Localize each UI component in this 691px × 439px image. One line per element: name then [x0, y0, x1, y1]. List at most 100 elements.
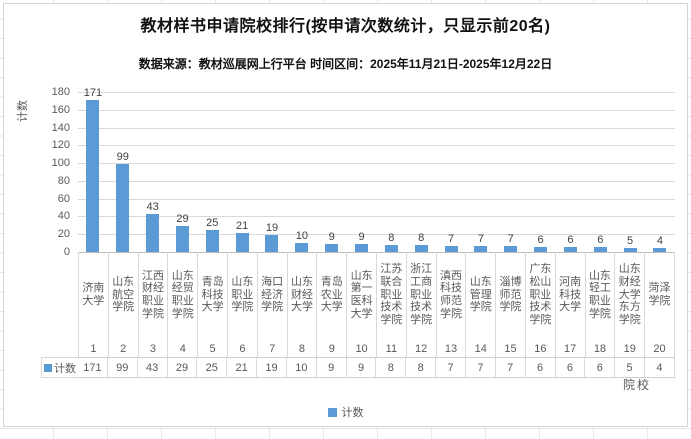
gridline — [78, 109, 675, 111]
category-name-cell: 菏泽学院 — [645, 252, 675, 338]
bar-column: 10 — [287, 92, 317, 252]
bar[interactable] — [384, 244, 398, 252]
bar[interactable] — [414, 244, 428, 252]
bar-value-label: 6 — [597, 233, 604, 246]
bar-column: 21 — [227, 92, 257, 252]
bar-column: 25 — [197, 92, 227, 252]
table-value-cell: 43 — [138, 358, 168, 377]
table-value-cell: 8 — [406, 358, 437, 377]
bar-value-label: 5 — [627, 234, 634, 247]
bar[interactable] — [653, 248, 667, 252]
table-value-cell: 7 — [466, 358, 496, 377]
bar[interactable] — [146, 213, 160, 252]
y-tick-label: 120 — [51, 139, 70, 152]
category-names-row: 济南大学 山东航空学院 江西财经职业学院 山东经贸职业学院 青岛科技大学 山东职业学院 海口… — [78, 252, 675, 338]
bar-column: 43 — [138, 92, 168, 252]
bar[interactable] — [593, 246, 607, 252]
bar[interactable] — [355, 244, 369, 252]
bar[interactable] — [325, 244, 339, 252]
bar-value-label: 19 — [265, 222, 279, 235]
category-rank-cell: 2 — [109, 338, 139, 357]
y-tick-label: 60 — [57, 192, 70, 205]
category-name-cell: 滇西科技师范学院 — [437, 252, 467, 338]
category-rank-cell: 7 — [258, 338, 288, 357]
table-value-cell: 9 — [347, 358, 377, 377]
gridline — [78, 163, 675, 165]
category-name-cell: 山东职业学院 — [228, 252, 258, 338]
table-value-cell: 7 — [436, 358, 466, 377]
bar-value-label: 25 — [206, 216, 219, 229]
category-rank-cell: 10 — [347, 338, 377, 357]
category-name-cell: 山东航空学院 — [109, 252, 139, 338]
category-name-cell: 山东第一医科大学 — [347, 252, 377, 338]
y-tick-label: 0 — [63, 246, 70, 258]
bar[interactable] — [265, 235, 279, 252]
category-name-cell: 海口经济学院 — [258, 252, 288, 338]
bar[interactable] — [205, 229, 219, 252]
table-value-cell: 21 — [227, 358, 258, 377]
bar-column: 8 — [376, 92, 406, 252]
bar[interactable] — [175, 226, 189, 252]
bar[interactable] — [504, 245, 518, 252]
category-rank-cell: 18 — [586, 338, 616, 357]
bar-column: 9 — [317, 92, 347, 252]
bar[interactable] — [474, 245, 488, 252]
category-rank-cell: 17 — [556, 338, 586, 357]
bar[interactable] — [86, 100, 100, 252]
bar-value-label: 8 — [388, 231, 395, 244]
y-tick-label: 40 — [57, 210, 70, 223]
table-value-cell: 6 — [585, 358, 616, 377]
bar[interactable] — [444, 245, 458, 252]
bar-column: 19 — [257, 92, 287, 252]
category-name-cell: 江苏联合职业技术学院 — [377, 252, 407, 338]
bar-column: 7 — [496, 92, 526, 252]
table-series-label: 计数 — [54, 362, 76, 375]
chart-legend[interactable]: 计数 — [4, 404, 687, 420]
category-rank-cell: 1 — [78, 338, 109, 357]
bar[interactable] — [534, 246, 548, 252]
table-value-cell: 171 — [78, 358, 108, 377]
bar[interactable] — [623, 247, 637, 252]
category-name-cell: 浙江工商职业技术学院 — [407, 252, 437, 338]
bar[interactable] — [235, 233, 249, 252]
y-tick-label: 160 — [51, 103, 70, 116]
bar-value-label: 7 — [477, 232, 484, 245]
category-rank-cell: 9 — [317, 338, 348, 357]
bar-value-label: 10 — [295, 230, 308, 243]
category-name-cell: 济南大学 — [78, 252, 109, 338]
plot-area: 171 99 43 29 25 21 19 10 9 9 8 8 7 7 7 6 6 6 5 4 — [78, 87, 675, 253]
bar-value-label: 4 — [656, 235, 664, 248]
category-name-cell: 山东经贸职业学院 — [168, 252, 199, 338]
bar-value-label: 6 — [567, 233, 574, 246]
category-rank-cell: 4 — [168, 338, 199, 357]
bar[interactable] — [295, 243, 309, 252]
table-values-row: 计数 171 99 43 29 25 21 19 10 9 9 8 8 7 7 7 6 6 6 5 4 — [41, 357, 675, 378]
bar-column: 5 — [615, 92, 645, 252]
bar-column: 99 — [108, 92, 138, 252]
table-value-cell: 6 — [526, 358, 556, 377]
series-swatch-icon — [44, 363, 52, 372]
bar[interactable] — [563, 246, 577, 252]
bars-row: 171 99 43 29 25 21 19 10 9 9 8 8 7 7 7 6 6 6 5 4 — [78, 87, 675, 252]
bar-value-label: 7 — [507, 232, 514, 245]
y-tick-label: 180 — [51, 86, 70, 98]
category-name-cell: 淄博师范学院 — [496, 252, 526, 338]
bar-value-label: 29 — [176, 213, 189, 226]
y-tick-label: 20 — [57, 228, 70, 241]
bar-value-label: 8 — [418, 231, 425, 244]
bar-column: 6 — [556, 92, 586, 252]
bar-value-label: 21 — [236, 220, 249, 233]
table-value-cell: 6 — [556, 358, 586, 377]
y-tick-label: 80 — [57, 174, 70, 187]
chart-container[interactable]: 教材样书申请院校排行(按申请次数统计，只显示前20名) 数据来源：教材巡展网上行… — [3, 3, 688, 427]
category-rank-cell: 6 — [228, 338, 258, 357]
gridline — [78, 92, 675, 93]
table-value-cell: 4 — [645, 358, 675, 377]
bar-value-label: 9 — [358, 231, 365, 243]
category-name-cell: 山东管理学院 — [466, 252, 497, 338]
category-rank-cell: 20 — [645, 338, 675, 357]
table-value-cell: 5 — [615, 358, 646, 377]
table-series-key: 计数 — [41, 357, 78, 378]
bar[interactable] — [116, 164, 130, 252]
gridline — [78, 216, 675, 218]
